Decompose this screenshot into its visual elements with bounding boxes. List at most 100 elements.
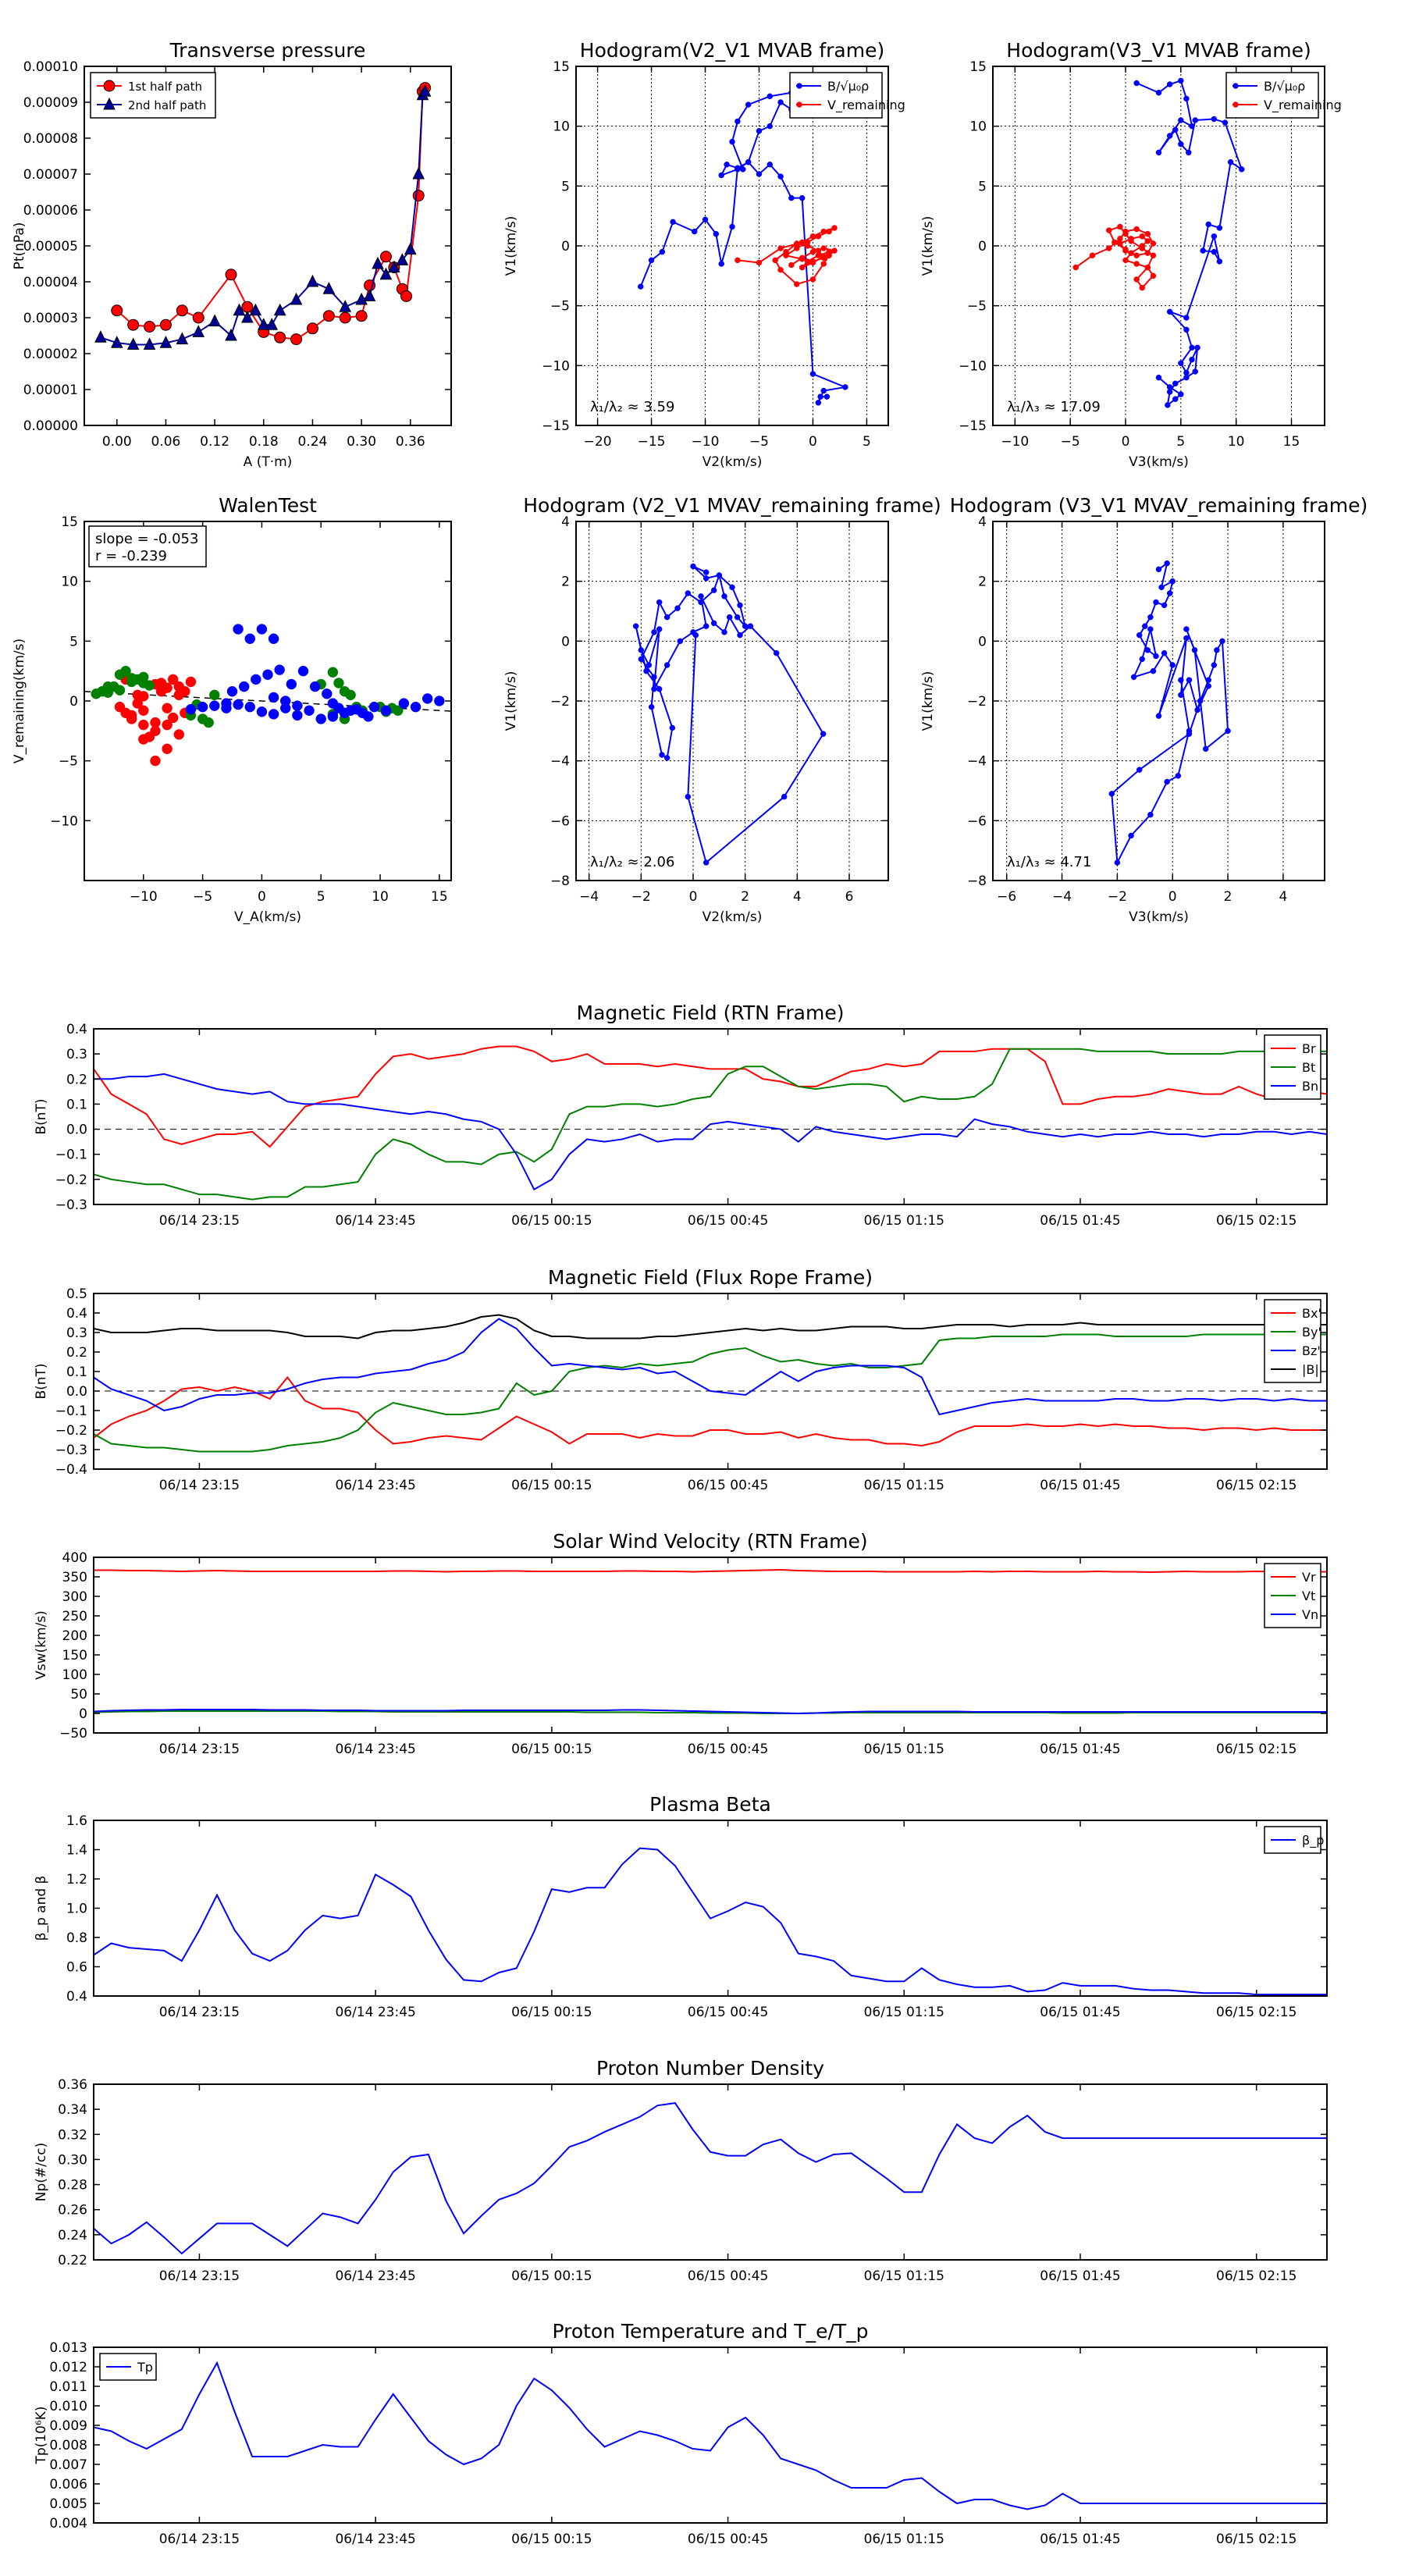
data-point [646,662,653,668]
y-tick-label: 5 [69,634,78,649]
data-point [1178,141,1184,148]
x-tick-label: −2 [1108,889,1127,905]
data-point [698,599,704,606]
data-point [126,710,137,721]
data-point [208,314,221,327]
y-tick-label: 0.30 [58,2152,87,2168]
data-point [809,259,816,266]
x-tick-label: 06/15 01:15 [864,2532,944,2547]
legend-label: |B| [1302,1362,1319,1377]
legend: Tp [99,2353,157,2381]
series-1 [94,1847,1327,1996]
x-axis-label: V3(km/s) [1129,909,1189,925]
data-point [162,743,173,755]
data-point [651,674,657,681]
data-point [1191,647,1198,653]
data-point [826,252,832,259]
data-point [309,681,321,692]
chart-title: Proton Temperature and T_e/T_p [552,2320,868,2343]
x-tick-label: 06/15 02:15 [1216,2005,1297,2020]
data-point [1205,683,1211,689]
series-1 [94,1568,1327,1574]
chart-1: 0.00 0.06 0.12 0.18 0.24 0.30 0.36 0.00000 0.000… [12,39,452,470]
y-axis-label: Np(#/cc) [34,2143,49,2201]
data-point [396,253,409,265]
data-layer [1108,560,1231,866]
legend-label: V_remaining [1264,98,1342,113]
y-tick-label: −8 [967,873,987,889]
series-3 [185,624,445,724]
data-point [192,311,205,324]
y-tick-label: 0.3 [66,1047,87,1062]
eigenvalue-ratio-label: λ₁/λ₃ ≈ 17.09 [1007,399,1101,415]
legend-box [789,72,883,119]
legend-label: Tp [137,2360,153,2375]
y-tick-label: 50 [70,1687,87,1703]
data-point [794,240,800,247]
data-point [718,172,724,179]
data-point [659,248,666,255]
x-tick-label: 6 [845,889,854,905]
data-point [767,93,774,100]
x-tick-label: 06/14 23:15 [159,2532,240,2547]
y-tick-label: 0.26 [58,2203,87,2218]
data-point [132,698,143,709]
chart-title: Solar Wind Velocity (RTN Frame) [553,1530,867,1553]
data-point [176,332,189,345]
data-point [799,239,806,246]
x-tick-label: 06/15 00:15 [511,1478,592,1493]
data-point [410,701,422,713]
data-point [799,254,806,262]
data-point [1194,344,1200,351]
x-tick-label: −10 [692,434,720,450]
data-point [788,194,795,201]
data-point [143,337,156,350]
x-tick-label: 0 [1168,889,1177,905]
x-tick-label: 06/15 00:45 [688,1742,768,1757]
x-tick-label: −20 [584,434,612,450]
data-point [745,158,752,165]
series-3 [94,1709,1327,1715]
data-point [742,623,749,629]
series-2 [94,1710,1327,1714]
x-tick-label: 0 [809,434,817,450]
data-point [1183,374,1190,381]
x-tick-label: 4 [793,889,802,905]
y-tick-label: 4 [978,514,987,530]
data-point [434,696,445,706]
data-point [241,310,254,323]
data-point [1144,264,1151,271]
data-point [322,282,336,294]
data-point [274,664,285,675]
y-axis-label: V_remaining(km/s) [12,639,27,763]
chart-3: −10 −5 0 5 10 15 15 10 5 0 −5 −10 −15 Hodogram(V3_V1 … [920,39,1342,470]
legend-label: Br [1302,1041,1316,1056]
data-point [1189,123,1195,130]
data-point [815,233,822,240]
x-tick-label: 06/14 23:45 [335,2268,415,2284]
data-point [268,709,279,720]
chart-title: WalenTest [219,494,317,517]
legend: B/√μ₀ρ V_remaining [789,72,905,119]
data-point [1161,602,1168,609]
data-point [729,223,735,230]
data-point [648,257,655,264]
data-point [138,678,149,688]
y-tick-label: −4 [967,754,987,770]
data-point [799,264,806,271]
data-point [422,693,433,704]
x-tick-label: 0.06 [151,434,181,450]
stats-text: slope = -0.053 [95,531,198,547]
legend: B/√μ₀ρ V_remaining [1225,72,1342,119]
data-point [1205,677,1211,683]
data-point [355,310,368,322]
y-tick-label: 0.4 [66,1022,87,1037]
data-point [159,318,172,331]
series-line [94,1710,1327,1714]
data-point [304,705,315,717]
legend-label: Bt [1302,1060,1315,1075]
data-point [1178,692,1184,699]
y-tick-label: −5 [59,754,78,770]
data-point [756,171,763,177]
y-tick-label: 2 [978,575,987,590]
